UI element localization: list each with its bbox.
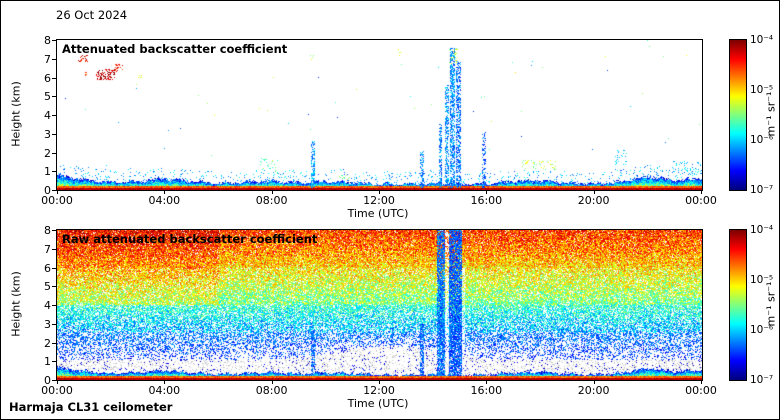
x-tick-mark [701, 190, 702, 194]
y-tick-label: 1 [44, 165, 51, 179]
y-tick-mark [52, 286, 56, 288]
panel-1-y-axis-label: Height (km) [9, 81, 23, 147]
x-tick-label: 08:00 [255, 384, 288, 397]
y-tick-label: 0 [44, 374, 51, 387]
panel-2-colorbar-gradient [730, 230, 746, 380]
y-tick-label: 7 [44, 242, 51, 256]
y-tick-label: 1 [44, 355, 51, 369]
x-tick-mark [701, 380, 702, 384]
x-tick-label: 08:00 [255, 194, 288, 207]
x-tick-mark [57, 190, 58, 194]
y-tick-label: 8 [44, 34, 51, 47]
panel-1-x-axis-label: Time (UTC) [347, 207, 409, 220]
x-tick-mark [379, 190, 380, 194]
x-tick-mark [593, 380, 595, 384]
colorbar-tick-label: 10⁻⁴ [750, 34, 774, 46]
y-tick-mark [52, 323, 56, 325]
x-tick-mark [164, 190, 166, 194]
y-tick-label: 7 [44, 52, 51, 66]
panel-1-colorbar-unit-label: m⁻¹ sr⁻¹ [764, 91, 778, 137]
y-tick-mark [52, 58, 56, 60]
y-tick-mark [52, 361, 56, 363]
panel-2-colorbar [729, 229, 747, 381]
x-tick-label: 00:00 [41, 194, 73, 207]
y-tick-label: 0 [44, 184, 51, 197]
panel-2-y-axis-label: Height (km) [9, 271, 23, 337]
panel-1-heatmap-canvas [57, 40, 702, 190]
x-tick-label: 00:00 [685, 384, 717, 397]
y-tick-mark [52, 133, 56, 135]
panel-2-heatmap-canvas [57, 230, 702, 380]
y-tick-label: 3 [44, 317, 51, 331]
y-tick-mark [52, 305, 56, 306]
x-tick-mark [57, 380, 58, 384]
y-tick-label: 5 [44, 280, 51, 294]
y-tick-mark [52, 96, 56, 98]
y-tick-mark [52, 171, 56, 173]
date-label: 26 Oct 2024 [56, 8, 128, 22]
colorbar-tick-label: 10⁻⁵ [750, 274, 774, 286]
x-tick-mark [379, 380, 380, 384]
y-tick-label: 6 [44, 71, 51, 85]
colorbar-tick-label: 10⁻⁷ [750, 184, 774, 196]
panel-2-colorbar-unit-label: m⁻¹ sr⁻¹ [764, 281, 778, 327]
colorbar-tick-label: 10⁻⁵ [750, 84, 774, 96]
x-tick-label: 20:00 [577, 384, 610, 397]
y-tick-label: 5 [44, 90, 51, 104]
y-tick-mark [52, 230, 56, 231]
y-tick-label: 3 [44, 127, 51, 141]
x-tick-label: 16:00 [470, 384, 503, 397]
colorbar-tick-label: 10⁻⁶ [750, 134, 774, 146]
y-tick-label: 4 [44, 109, 51, 122]
y-tick-mark [52, 267, 56, 269]
y-tick-mark [52, 115, 56, 116]
panel-1-colorbar-gradient [730, 40, 746, 190]
x-tick-mark [593, 190, 595, 194]
panel-1-plot-area: Attenuated backscatter coefficient [56, 39, 703, 191]
panel-2-title: Raw attenuated backscatter coefficient [62, 232, 318, 246]
x-tick-label: 04:00 [148, 194, 181, 207]
y-tick-label: 2 [44, 146, 51, 160]
y-tick-label: 8 [44, 224, 51, 237]
y-tick-mark [52, 40, 56, 41]
y-tick-label: 2 [44, 336, 51, 350]
x-tick-label: 16:00 [470, 194, 503, 207]
panel-2-x-axis-label: Time (UTC) [347, 397, 409, 410]
y-tick-label: 4 [44, 299, 51, 312]
x-tick-label: 00:00 [41, 384, 73, 397]
y-tick-mark [52, 342, 56, 344]
colorbar-tick-label: 10⁻⁶ [750, 324, 774, 336]
colorbar-tick-label: 10⁻⁷ [750, 374, 774, 386]
x-tick-mark [486, 190, 488, 194]
y-tick-label: 6 [44, 261, 51, 275]
x-tick-mark [164, 380, 166, 384]
x-tick-mark [271, 380, 273, 384]
x-tick-mark [271, 190, 273, 194]
panel-1-title: Attenuated backscatter coefficient [62, 42, 288, 56]
y-tick-mark [52, 190, 56, 191]
x-tick-label: 12:00 [363, 384, 395, 397]
y-tick-mark [52, 77, 56, 79]
x-tick-label: 00:00 [685, 194, 717, 207]
y-tick-mark [52, 380, 56, 381]
instrument-label: Harmaja CL31 ceilometer [9, 400, 173, 414]
panel-1-colorbar [729, 39, 747, 191]
y-tick-mark [52, 248, 56, 250]
colorbar-tick-label: 10⁻⁴ [750, 224, 774, 236]
y-tick-mark [52, 152, 56, 154]
panel-2-plot-area: Raw attenuated backscatter coefficient [56, 229, 703, 381]
x-tick-label: 20:00 [577, 194, 610, 207]
x-tick-label: 12:00 [363, 194, 395, 207]
x-tick-mark [486, 380, 488, 384]
x-tick-label: 04:00 [148, 384, 181, 397]
